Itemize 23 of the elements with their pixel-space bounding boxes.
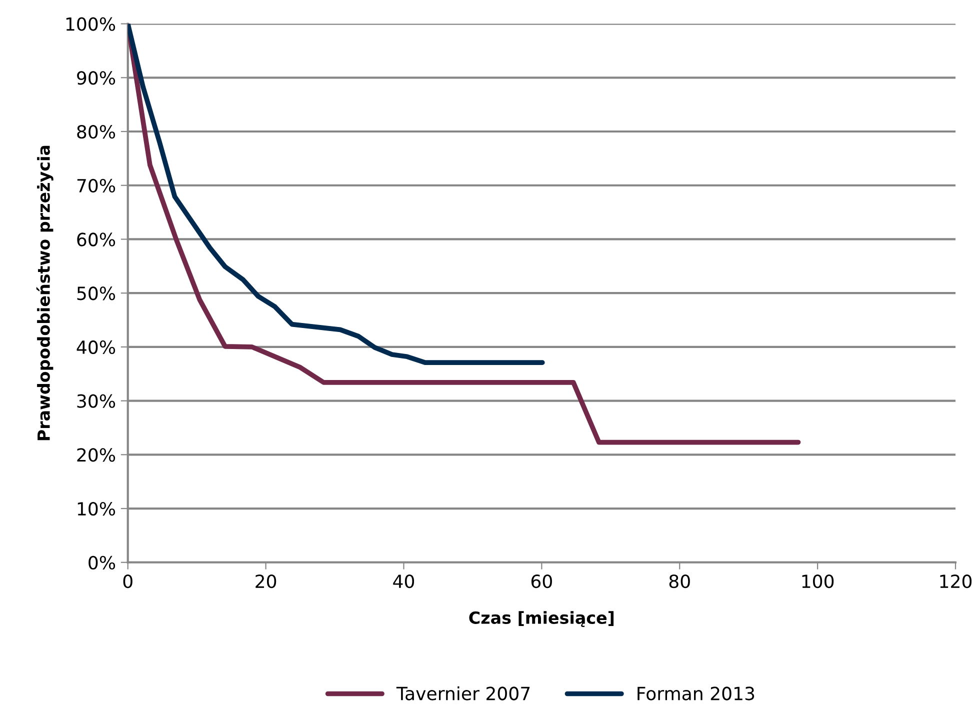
y-tick-label: 30%	[77, 394, 116, 408]
y-tick-label: 10%	[78, 502, 116, 516]
y-tick-label: 0%	[88, 556, 116, 570]
x-tick-label: 20	[256, 574, 276, 588]
y-axis-title: Prawdopodobieństwo przeżycia	[36, 146, 54, 440]
x-tick-label: 60	[531, 574, 552, 588]
y-tick-label: 100%	[66, 17, 116, 31]
x-tick-label: 0	[123, 574, 132, 588]
y-tick-label: 50%	[77, 286, 116, 300]
x-tick-label: 40	[393, 574, 414, 588]
x-tick-label: 100	[802, 574, 834, 588]
x-tick-label: 120	[940, 574, 972, 588]
y-tick-label: 90%	[77, 71, 116, 85]
y-tick-label: 40%	[76, 340, 116, 354]
x-tick-label: 80	[669, 574, 690, 588]
y-tick-label: 70%	[77, 178, 116, 192]
line-series	[128, 24, 545, 365]
legend-label: Tavernier 2007	[396, 686, 530, 700]
y-tick-label: 80%	[77, 124, 116, 139]
y-tick-label: 60%	[77, 232, 116, 246]
x-axis-title: Czas [miesiące]	[469, 611, 614, 628]
legend-label: Forman 2013	[638, 686, 754, 700]
y-tick-label: 20%	[77, 448, 116, 462]
